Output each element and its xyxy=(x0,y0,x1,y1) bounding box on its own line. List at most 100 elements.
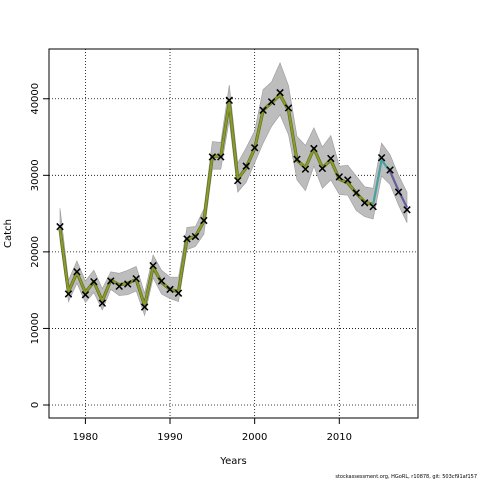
observed-point-stroke-b xyxy=(352,189,360,197)
observed-point-1987 xyxy=(140,303,149,311)
observed-point-stroke-b xyxy=(174,289,183,297)
y-tick-label-0: 0 xyxy=(30,402,41,408)
observed-point-2014 xyxy=(369,202,377,211)
observed-point-stroke-b xyxy=(335,173,344,181)
x-tick-label-1990: 1990 xyxy=(157,432,182,443)
observed-point-stroke-b xyxy=(234,176,242,185)
observed-point-2012 xyxy=(352,189,360,197)
x-tick-label-2010: 2010 xyxy=(327,432,352,443)
observed-point-2018 xyxy=(403,206,411,214)
observed-point-stroke-b xyxy=(276,88,284,97)
y-tick-label-30000: 30000 xyxy=(30,159,41,191)
observed-point-1980 xyxy=(81,291,90,299)
grid-layer xyxy=(49,49,418,418)
observed-point-2002 xyxy=(267,98,276,106)
observed-point-1986 xyxy=(132,274,140,283)
observed-point-stroke-b xyxy=(166,285,174,294)
observed-point-1978 xyxy=(64,290,73,298)
y-axis-title: Catch xyxy=(3,219,14,248)
observed-point-1982 xyxy=(98,299,107,307)
observed-point-stroke-b xyxy=(73,268,81,276)
observed-point-stroke-b xyxy=(344,176,352,184)
observed-point-stroke-b xyxy=(217,153,225,161)
observed-point-2016 xyxy=(386,166,394,174)
observed-point-stroke-b xyxy=(140,303,149,311)
observed-point-stroke-b xyxy=(310,144,318,153)
observed-point-1996 xyxy=(217,153,225,161)
observed-point-2008 xyxy=(318,164,327,173)
observed-point-1988 xyxy=(149,261,157,270)
observed-point-2010 xyxy=(335,173,344,181)
observed-point-2004 xyxy=(284,104,293,112)
observed-point-stroke-b xyxy=(191,232,200,241)
x-axis-title: Years xyxy=(219,456,246,467)
observed-point-2003 xyxy=(276,88,284,97)
observed-point-2011 xyxy=(344,176,352,184)
observed-point-1979 xyxy=(73,268,81,276)
observed-point-stroke-b xyxy=(107,277,115,285)
observed-point-stroke-b xyxy=(267,98,276,106)
observed-point-stroke-b xyxy=(250,144,259,152)
confidence-band xyxy=(59,61,408,317)
observed-point-stroke-b xyxy=(242,162,250,170)
observed-point-stroke-b xyxy=(369,202,377,211)
observed-point-1999 xyxy=(242,162,250,170)
fit-line-last xyxy=(389,171,408,208)
observed-point-1992 xyxy=(183,235,191,243)
confidence-band-layer xyxy=(59,61,408,317)
observed-point-stroke-b xyxy=(360,199,369,207)
observed-point-1981 xyxy=(90,277,98,286)
observed-point-stroke-b xyxy=(301,165,310,173)
observed-point-1983 xyxy=(107,277,115,285)
observed-point-2013 xyxy=(360,199,369,207)
observed-point-stroke-b xyxy=(115,282,123,291)
observed-point-stroke-b xyxy=(284,104,293,112)
observed-point-1989 xyxy=(157,277,166,285)
observed-point-stroke-b xyxy=(394,188,403,196)
observed-point-1993 xyxy=(191,232,200,241)
observed-point-1995 xyxy=(208,153,217,161)
observed-point-stroke-b xyxy=(225,96,233,105)
observed-point-stroke-b xyxy=(56,222,64,231)
observed-point-2009 xyxy=(327,154,335,163)
observed-point-stroke-b xyxy=(90,277,98,286)
observed-point-1990 xyxy=(166,285,174,294)
observed-point-1984 xyxy=(115,282,123,291)
fit-line-main-outline xyxy=(58,93,374,308)
y-tick-label-20000: 20000 xyxy=(30,236,41,268)
y-tick-label-10000: 10000 xyxy=(30,313,41,345)
fit-line-main xyxy=(59,93,374,307)
observed-point-1977 xyxy=(56,222,64,231)
observed-point-stroke-b xyxy=(200,216,208,225)
y-axis: 0 10000 20000 30000 40000 xyxy=(30,83,49,408)
observed-point-stroke-b xyxy=(98,299,107,307)
observed-point-stroke-b xyxy=(208,153,217,161)
y-tick-label-40000: 40000 xyxy=(30,83,41,115)
observed-point-2017 xyxy=(394,188,403,196)
observed-point-stroke-b xyxy=(259,106,267,114)
observed-point-1985 xyxy=(123,280,132,288)
observed-point-stroke-b xyxy=(149,261,157,270)
observed-point-stroke-b xyxy=(132,274,140,283)
observed-point-stroke-b xyxy=(157,277,166,285)
x-tick-label-1980: 1980 xyxy=(73,432,98,443)
footer-credit: stockassessment.org, HGoRL, r10878, git:… xyxy=(335,474,477,480)
x-axis: 1980 1990 2000 2010 xyxy=(73,418,352,443)
observed-point-stroke-b xyxy=(327,154,335,163)
observed-point-stroke-b xyxy=(81,291,90,299)
observed-point-1994 xyxy=(200,216,208,225)
observed-markers-layer xyxy=(56,88,411,311)
observed-point-stroke-b xyxy=(386,166,394,174)
observed-point-stroke-b xyxy=(293,155,301,163)
observed-point-2001 xyxy=(259,106,267,114)
x-tick-label-2000: 2000 xyxy=(242,432,267,443)
observed-point-stroke-b xyxy=(318,164,327,173)
observed-point-stroke-b xyxy=(64,290,73,298)
observed-point-stroke-b xyxy=(123,280,132,288)
observed-point-2015 xyxy=(377,153,386,162)
observed-point-stroke-b xyxy=(183,235,191,243)
observed-point-2006 xyxy=(301,165,310,173)
observed-point-2005 xyxy=(293,155,301,163)
observed-point-2007 xyxy=(310,144,318,153)
